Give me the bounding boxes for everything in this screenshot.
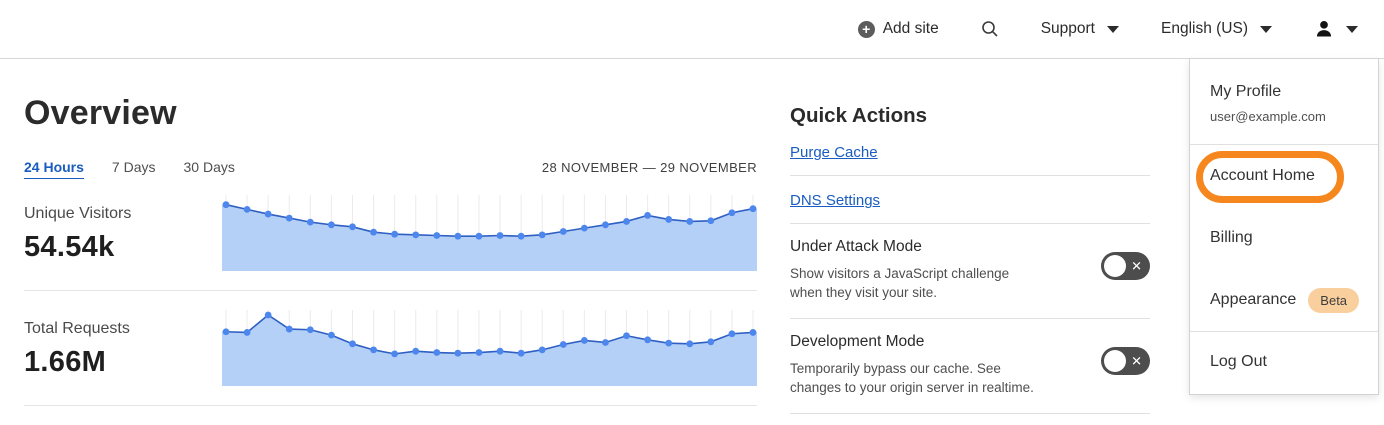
toggle-off-x-icon: ✕ <box>1131 258 1142 274</box>
plus-icon: + <box>857 20 875 38</box>
page-title: Overview <box>24 94 177 132</box>
profile-menu-item[interactable]: My Profile user@example.com <box>1190 59 1378 145</box>
search-button[interactable] <box>981 20 999 38</box>
development-mode-row: Development Mode Temporarily bypass our … <box>790 319 1150 414</box>
top-header: + Add site Support English (US) <box>0 0 1384 59</box>
overview-section: Overview 24 Hours 7 Days 30 Days 28 NOVE… <box>24 88 757 425</box>
total-requests-row: Total Requests 1.66M <box>24 310 757 386</box>
metric-value: 54.54k <box>24 231 115 263</box>
divider <box>24 290 757 291</box>
purge-cache-link[interactable]: Purge Cache <box>790 144 878 161</box>
metric-value: 1.66M <box>24 346 107 378</box>
toggle-text: Under Attack Mode Show visitors a JavaSc… <box>790 238 1101 302</box>
unique-visitors-chart <box>222 195 757 271</box>
user-email: user@example.com <box>1210 109 1326 124</box>
under-attack-mode-toggle[interactable]: ✕ <box>1101 252 1150 280</box>
my-profile-label: My Profile <box>1210 83 1282 100</box>
search-icon <box>981 21 998 37</box>
add-site-label: Add site <box>882 20 939 37</box>
account-menu-button[interactable] <box>1314 19 1358 39</box>
menu-item-account-home[interactable]: Account Home <box>1210 167 1315 184</box>
appearance-label: Appearance <box>1210 291 1297 308</box>
chevron-down-icon <box>1346 25 1358 33</box>
tab-7-days[interactable]: 7 Days <box>111 159 156 175</box>
user-avatar-icon <box>1316 21 1332 37</box>
menu-item-billing[interactable]: Billing <box>1210 229 1253 246</box>
menu-item-log-out[interactable]: Log Out <box>1210 353 1267 370</box>
under-attack-mode-row: Under Attack Mode Show visitors a JavaSc… <box>790 224 1150 319</box>
toggle-text: Development Mode Temporarily bypass our … <box>790 333 1101 397</box>
chevron-down-icon <box>1260 25 1272 33</box>
metric-info: Total Requests 1.66M <box>24 310 222 379</box>
support-menu[interactable]: Support <box>1041 20 1119 38</box>
time-range-tabs: 24 Hours 7 Days 30 Days 28 NOVEMBER — 29… <box>24 159 757 179</box>
add-site-button[interactable]: + Add site <box>857 20 939 38</box>
dns-settings-row: DNS Settings <box>790 176 1150 224</box>
purge-cache-row: Purge Cache <box>790 128 1150 176</box>
toggle-knob <box>1104 350 1126 372</box>
toggle-off-x-icon: ✕ <box>1131 353 1142 369</box>
menu-main-group: Account Home Billing Appearance Beta <box>1190 145 1378 332</box>
metric-info: Unique Visitors 54.54k <box>24 195 222 264</box>
language-menu[interactable]: English (US) <box>1161 20 1272 38</box>
tab-30-days[interactable]: 30 Days <box>183 159 235 175</box>
support-label: Support <box>1040 20 1095 37</box>
development-mode-toggle[interactable]: ✕ <box>1101 347 1150 375</box>
beta-badge: Beta <box>1308 287 1360 313</box>
menu-item-appearance[interactable]: Appearance Beta <box>1190 269 1378 331</box>
toggle-knob <box>1104 255 1126 277</box>
total-requests-chart <box>222 310 757 386</box>
date-range-label: 28 NOVEMBER — 29 NOVEMBER <box>541 160 757 175</box>
metrics-list: Unique Visitors 54.54k Total Requests 1.… <box>24 195 757 406</box>
quick-actions-title: Quick Actions <box>790 104 928 127</box>
unique-visitors-row: Unique Visitors 54.54k <box>24 195 757 271</box>
language-label: English (US) <box>1161 20 1248 37</box>
dns-settings-link[interactable]: DNS Settings <box>790 192 881 209</box>
under-attack-mode-description: Show visitors a JavaScript challenge whe… <box>790 266 1010 300</box>
under-attack-mode-label: Under Attack Mode <box>790 238 922 255</box>
account-dropdown-menu: My Profile user@example.com Account Home… <box>1189 59 1379 395</box>
metric-label: Total Requests <box>24 320 130 337</box>
development-mode-label: Development Mode <box>790 333 925 350</box>
chevron-down-icon <box>1107 25 1119 33</box>
divider <box>24 405 757 406</box>
development-mode-description: Temporarily bypass our cache. See change… <box>790 361 1034 395</box>
metric-label: Unique Visitors <box>24 205 132 222</box>
tab-24-hours[interactable]: 24 Hours <box>24 159 84 179</box>
quick-actions-panel: Quick Actions Purge Cache DNS Settings U… <box>790 90 1150 414</box>
